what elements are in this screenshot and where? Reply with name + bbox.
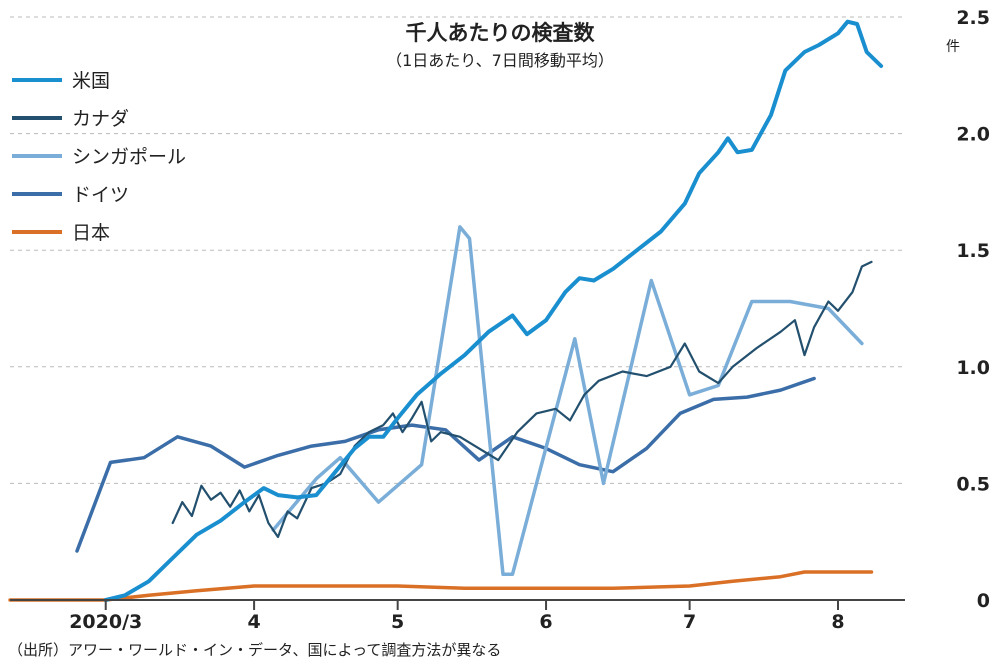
x-tick-label: 8	[831, 611, 844, 633]
x-tick-label: 2020/3	[69, 611, 142, 633]
y-tick-label: 2.5	[956, 7, 990, 29]
gridlines	[10, 16, 905, 484]
series-line-2	[271, 225, 864, 577]
x-tick-label: 6	[539, 611, 552, 633]
x-tick-label: 7	[683, 611, 696, 633]
series-line-4	[8, 570, 874, 602]
series-line-0	[103, 19, 884, 602]
series-line-1	[171, 260, 873, 539]
legend-label: ドイツ	[72, 184, 129, 206]
y-axis-unit: 件	[946, 39, 960, 55]
legend-label: カナダ	[72, 108, 129, 130]
legend-label: 日本	[72, 222, 110, 244]
y-axis-ticks: 0 0.5 1.0 1.5 2.0 2.5	[956, 7, 990, 612]
y-tick-label: 2.0	[956, 124, 990, 146]
series-lines	[8, 19, 884, 602]
x-tick-label: 4	[247, 611, 260, 633]
y-tick-label: 0.5	[956, 473, 990, 495]
x-axis-ticks: 2020/3 4 5 6 7 8	[69, 600, 845, 633]
source-note: （出所）アワー・ワールド・イン・データ、国によって調査方法が異なる	[8, 641, 501, 659]
legend-label: 米国	[72, 70, 110, 92]
chart-title: 千人あたりの検査数	[406, 21, 596, 45]
y-tick-label: 1.0	[956, 357, 990, 379]
x-tick-label: 5	[391, 611, 404, 633]
chart-subtitle: （1日あたり、7日間移動平均）	[386, 51, 614, 70]
legend-label: シンガポール	[72, 146, 186, 168]
series-line-3	[75, 376, 816, 553]
y-tick-label: 0	[977, 590, 990, 612]
y-tick-label: 1.5	[956, 240, 990, 262]
